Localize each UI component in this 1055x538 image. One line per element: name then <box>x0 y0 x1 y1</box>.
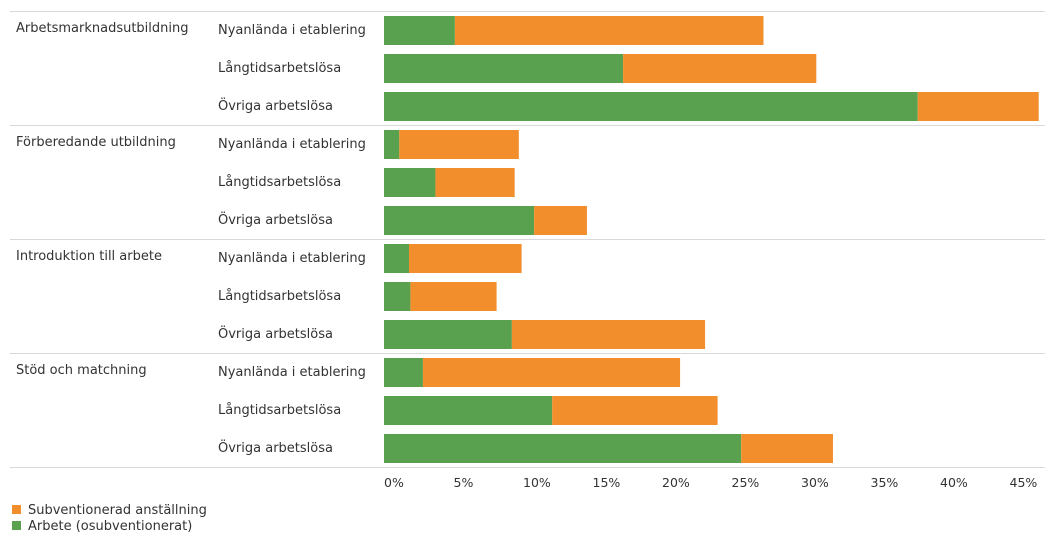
row-label: Nyanlända i etablering <box>218 251 366 266</box>
row-label: Nyanlända i etablering <box>218 23 366 38</box>
x-tick-label: 45% <box>1010 475 1038 490</box>
row-label: Långtidsarbetslösa <box>218 61 341 76</box>
bar-arbete-osubventionerat <box>384 320 512 349</box>
bar-subventionerad-anstallning <box>410 282 497 311</box>
row-label: Långtidsarbetslösa <box>218 175 341 190</box>
row-label: Långtidsarbetslösa <box>218 403 341 418</box>
x-tick-label: 35% <box>871 475 899 490</box>
bar-subventionerad-anstallning <box>399 130 519 159</box>
x-tick-label: 25% <box>732 475 760 490</box>
x-tick-label: 0% <box>384 475 404 490</box>
legend-swatch <box>12 521 21 530</box>
bar-subventionerad-anstallning <box>422 358 681 387</box>
bar-subventionerad-anstallning <box>511 320 706 349</box>
bar-subventionerad-anstallning <box>552 396 718 425</box>
bar-subventionerad-anstallning <box>454 16 764 45</box>
bar-arbete-osubventionerat <box>384 434 742 463</box>
bar-arbete-osubventionerat <box>384 244 410 273</box>
x-tick-label: 5% <box>454 475 474 490</box>
row-label: Övriga arbetslösa <box>218 325 333 342</box>
bar-arbete-osubventionerat <box>384 130 400 159</box>
bar-arbete-osubventionerat <box>384 358 423 387</box>
row-label: Långtidsarbetslösa <box>218 289 341 304</box>
x-tick-label: 40% <box>940 475 968 490</box>
group-label: Introduktion till arbete <box>16 249 162 264</box>
bar-subventionerad-anstallning <box>534 206 587 235</box>
legend-label: Arbete (osubventionerat) <box>28 519 192 534</box>
bar-arbete-osubventionerat <box>384 16 455 45</box>
row-label: Nyanlända i etablering <box>218 365 366 380</box>
legend-swatch <box>12 505 21 514</box>
legend-label: Subventionerad anställning <box>28 503 207 518</box>
x-tick-label: 20% <box>662 475 690 490</box>
group-label: Stöd och matchning <box>16 363 147 378</box>
row-label: Övriga arbetslösa <box>218 97 333 114</box>
group-label: Förberedande utbildning <box>16 135 176 150</box>
bar-subventionerad-anstallning <box>917 92 1039 121</box>
x-tick-label: 30% <box>801 475 829 490</box>
bar-arbete-osubventionerat <box>384 54 624 83</box>
row-label: Övriga arbetslösa <box>218 211 333 228</box>
bar-arbete-osubventionerat <box>384 206 535 235</box>
bar-arbete-osubventionerat <box>384 396 553 425</box>
x-tick-label: 10% <box>523 475 551 490</box>
bar-subventionerad-anstallning <box>409 244 522 273</box>
bar-arbete-osubventionerat <box>384 282 411 311</box>
bar-subventionerad-anstallning <box>623 54 817 83</box>
bar-subventionerad-anstallning <box>741 434 833 463</box>
row-label: Övriga arbetslösa <box>218 439 333 456</box>
bar-subventionerad-anstallning <box>435 168 515 197</box>
group-label: Arbetsmarknadsutbildning <box>16 21 189 36</box>
x-tick-label: 15% <box>593 475 621 490</box>
bar-arbete-osubventionerat <box>384 168 436 197</box>
bar-arbete-osubventionerat <box>384 92 918 121</box>
row-label: Nyanlända i etablering <box>218 137 366 152</box>
